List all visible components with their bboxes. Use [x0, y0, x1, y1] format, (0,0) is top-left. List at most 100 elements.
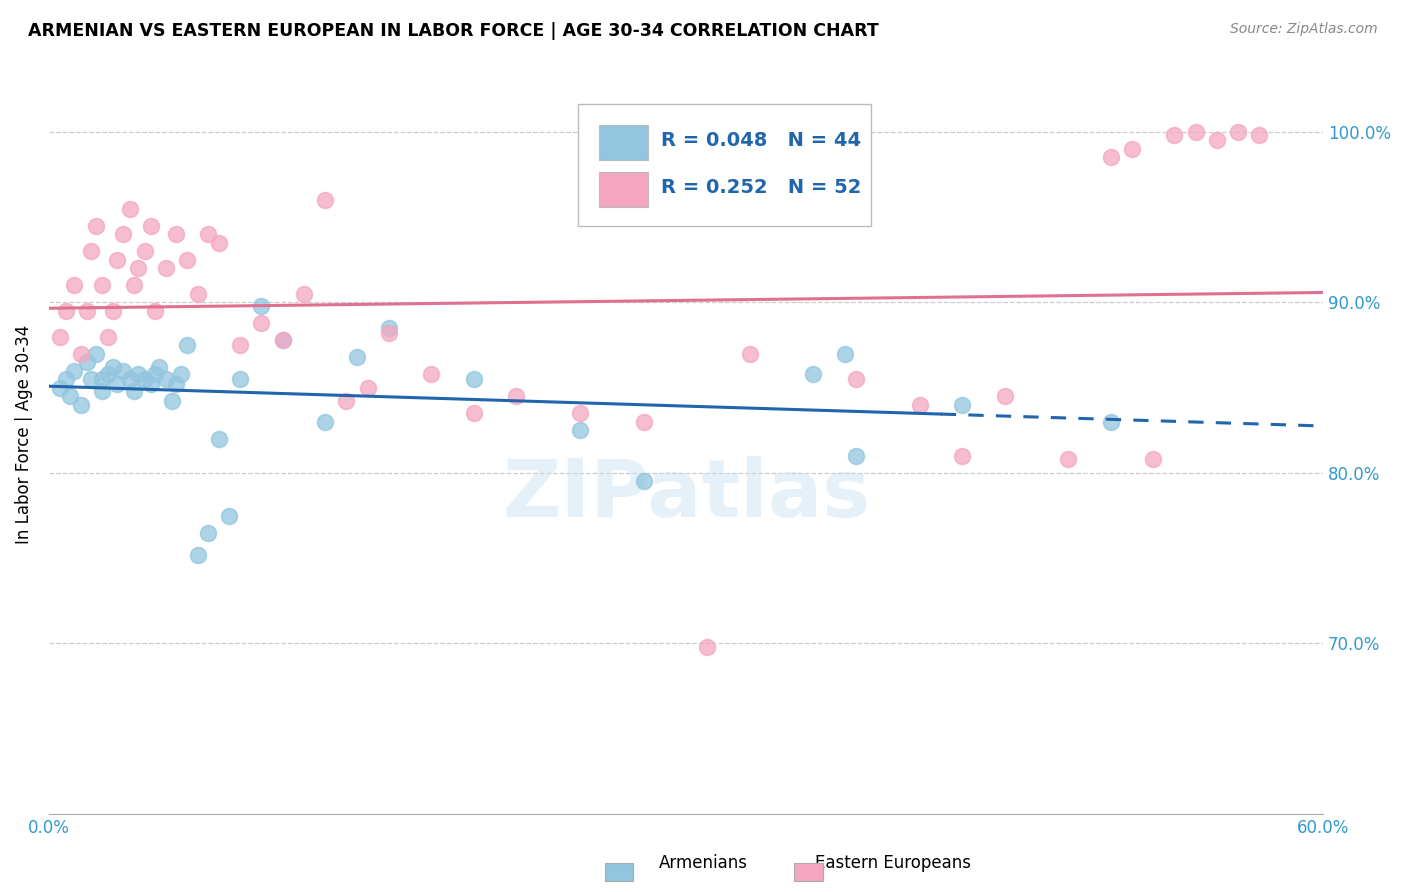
Point	[169, 367, 191, 381]
Point	[112, 227, 135, 242]
Point	[160, 394, 183, 409]
Point	[463, 372, 485, 386]
Point	[420, 367, 443, 381]
Text: Source: ZipAtlas.com: Source: ZipAtlas.com	[1230, 22, 1378, 37]
Point	[63, 278, 86, 293]
Point	[127, 261, 149, 276]
Point	[271, 333, 294, 347]
Point	[55, 304, 77, 318]
Point	[139, 377, 162, 392]
Point	[994, 389, 1017, 403]
Point	[197, 227, 219, 242]
Point	[1227, 125, 1250, 139]
Point	[76, 355, 98, 369]
Point	[69, 398, 91, 412]
Point	[165, 377, 187, 392]
Point	[118, 372, 141, 386]
Point	[112, 363, 135, 377]
FancyBboxPatch shape	[599, 172, 648, 207]
Point	[97, 367, 120, 381]
Point	[463, 406, 485, 420]
Point	[48, 329, 70, 343]
Point	[1184, 125, 1206, 139]
Text: R = 0.252   N = 52: R = 0.252 N = 52	[661, 178, 860, 197]
Point	[208, 235, 231, 250]
Text: R = 0.048   N = 44: R = 0.048 N = 44	[661, 131, 860, 151]
Point	[1206, 133, 1229, 147]
Point	[143, 367, 166, 381]
Point	[229, 372, 252, 386]
Point	[59, 389, 82, 403]
Point	[208, 432, 231, 446]
Point	[1163, 128, 1185, 143]
Point	[143, 304, 166, 318]
Point	[122, 278, 145, 293]
Point	[118, 202, 141, 216]
Point	[377, 326, 399, 340]
FancyBboxPatch shape	[599, 125, 648, 160]
Point	[176, 338, 198, 352]
Text: Eastern Europeans: Eastern Europeans	[815, 855, 970, 872]
Point	[148, 360, 170, 375]
Point	[1142, 452, 1164, 467]
Point	[84, 219, 107, 233]
Point	[834, 346, 856, 360]
Text: Armenians: Armenians	[658, 855, 748, 872]
Point	[845, 372, 868, 386]
Text: ARMENIAN VS EASTERN EUROPEAN IN LABOR FORCE | AGE 30-34 CORRELATION CHART: ARMENIAN VS EASTERN EUROPEAN IN LABOR FO…	[28, 22, 879, 40]
Point	[97, 329, 120, 343]
Point	[568, 423, 591, 437]
Text: ZIPatlas: ZIPatlas	[502, 457, 870, 534]
Point	[84, 346, 107, 360]
Y-axis label: In Labor Force | Age 30-34: In Labor Force | Age 30-34	[15, 325, 32, 544]
Point	[505, 389, 527, 403]
Point	[176, 252, 198, 267]
Point	[1099, 151, 1122, 165]
Point	[950, 449, 973, 463]
Point	[105, 377, 128, 392]
Point	[218, 508, 240, 523]
Point	[356, 381, 378, 395]
FancyBboxPatch shape	[578, 104, 870, 226]
Point	[63, 363, 86, 377]
Point	[1249, 128, 1271, 143]
Point	[346, 350, 368, 364]
Point	[908, 398, 931, 412]
Point	[197, 525, 219, 540]
Point	[127, 367, 149, 381]
Point	[250, 299, 273, 313]
Point	[105, 252, 128, 267]
Point	[1121, 142, 1143, 156]
Point	[187, 548, 209, 562]
Point	[134, 372, 156, 386]
Point	[314, 415, 336, 429]
Point	[377, 321, 399, 335]
Point	[633, 475, 655, 489]
Point	[229, 338, 252, 352]
Point	[845, 449, 868, 463]
Point	[80, 244, 103, 259]
Point	[250, 316, 273, 330]
Point	[91, 278, 114, 293]
Point	[91, 372, 114, 386]
Point	[271, 333, 294, 347]
Point	[55, 372, 77, 386]
Point	[101, 304, 124, 318]
Point	[155, 372, 177, 386]
Point	[155, 261, 177, 276]
Point	[139, 219, 162, 233]
Point	[91, 384, 114, 398]
Point	[950, 398, 973, 412]
Point	[80, 372, 103, 386]
Point	[134, 244, 156, 259]
Point	[187, 286, 209, 301]
Point	[76, 304, 98, 318]
Point	[314, 193, 336, 207]
Point	[122, 384, 145, 398]
Point	[696, 640, 718, 654]
Point	[335, 394, 357, 409]
Point	[292, 286, 315, 301]
Point	[738, 346, 761, 360]
Point	[633, 415, 655, 429]
Point	[48, 381, 70, 395]
